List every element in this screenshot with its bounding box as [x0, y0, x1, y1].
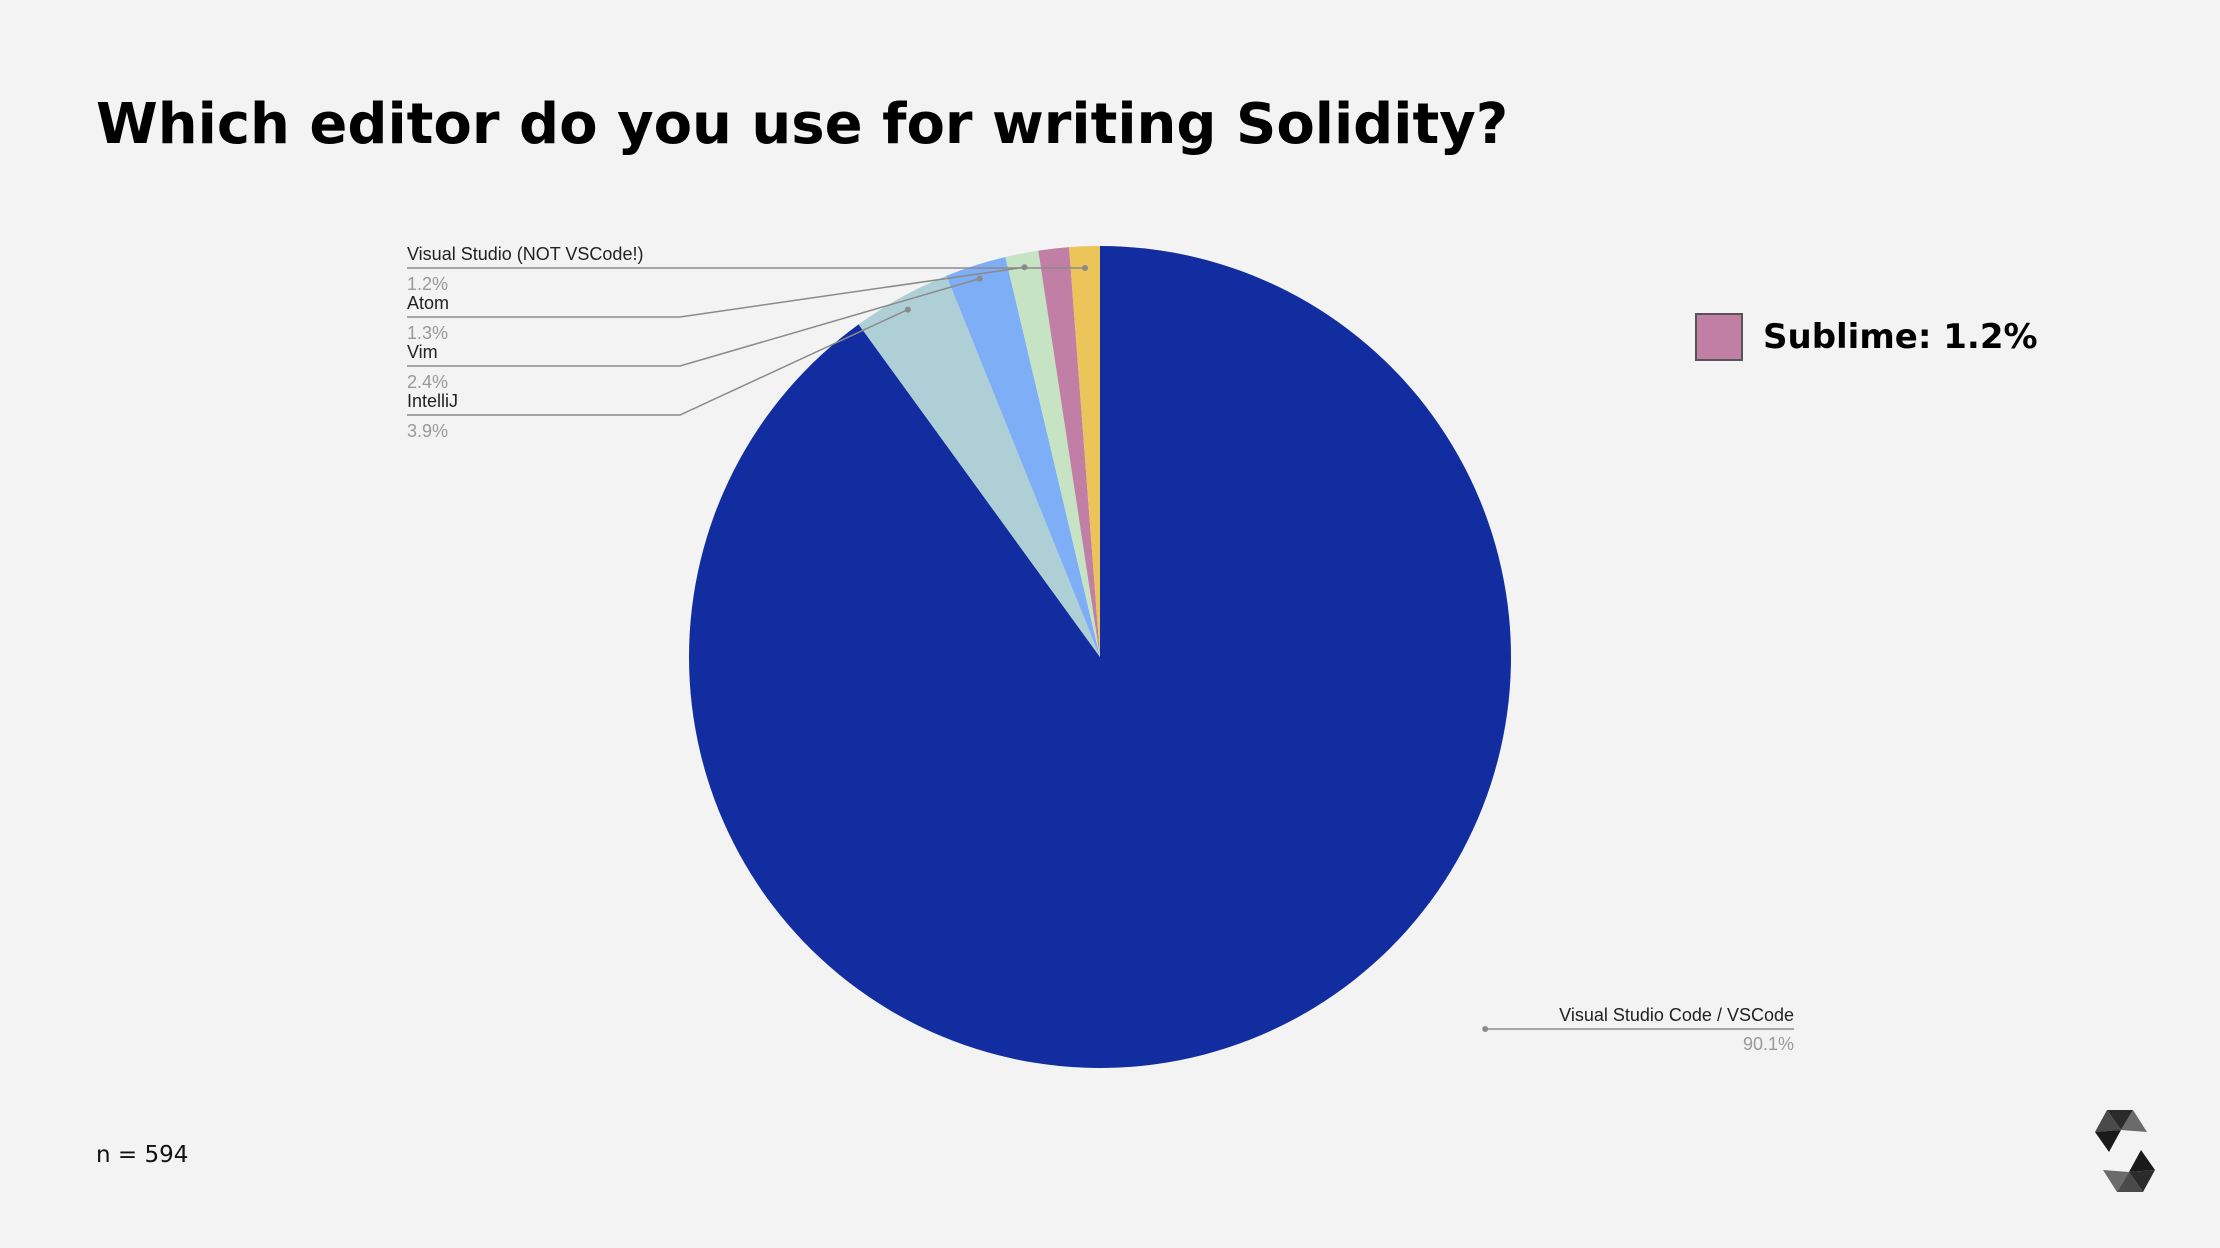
leader-dot-visual-studio-not-vscode	[1082, 265, 1089, 271]
sample-size-note: n = 594	[96, 1142, 189, 1168]
pie-label-intellij: IntelliJ	[407, 391, 458, 411]
leader-line-vim	[407, 277, 981, 367]
leader-dot-atom	[1021, 264, 1028, 271]
pie-slice-sublime	[1038, 247, 1100, 658]
pie-label-visual-studio-not-vscode: Visual Studio (NOT VSCode!)	[407, 244, 643, 264]
pie-slice-atom	[1005, 250, 1100, 657]
pie-label-visual-studio-code-vscode: Visual Studio Code / VSCode	[1559, 1005, 1794, 1025]
leader-dot-vim	[976, 275, 983, 282]
pie-slice-vim	[946, 257, 1100, 657]
leader-line-intellij	[407, 308, 909, 416]
pie-value-visual-studio-not-vscode: 1.2%	[407, 274, 448, 294]
pie-value-atom: 1.3%	[407, 323, 448, 343]
pie-slice-visual-studio-code-vscode	[689, 246, 1512, 1068]
pie-value-vim: 2.4%	[407, 372, 448, 392]
leader-dot-intellij	[904, 306, 911, 313]
pie-slice-intellij	[858, 275, 1100, 657]
pie-label-atom: Atom	[407, 293, 449, 313]
solidity-logo-icon	[2095, 1110, 2155, 1192]
legend: Sublime: 1.2%	[1695, 313, 2038, 361]
pie-slice-visual-studio-not-vscode	[1069, 246, 1100, 657]
slide-title: Which editor do you use for writing Soli…	[96, 92, 1509, 157]
pie-value-intellij: 3.9%	[407, 421, 448, 441]
legend-label-sublime: Sublime: 1.2%	[1763, 317, 2038, 357]
pie-slices	[689, 246, 1512, 1068]
legend-swatch-sublime	[1695, 313, 1743, 361]
pie-label-vim: Vim	[407, 342, 438, 362]
pie-labels: Visual Studio (NOT VSCode!)1.2%Atom1.3%V…	[407, 244, 1794, 1054]
leader-line-atom	[407, 266, 1025, 318]
pie-value-visual-studio-code-vscode: 90.1%	[1743, 1034, 1794, 1054]
